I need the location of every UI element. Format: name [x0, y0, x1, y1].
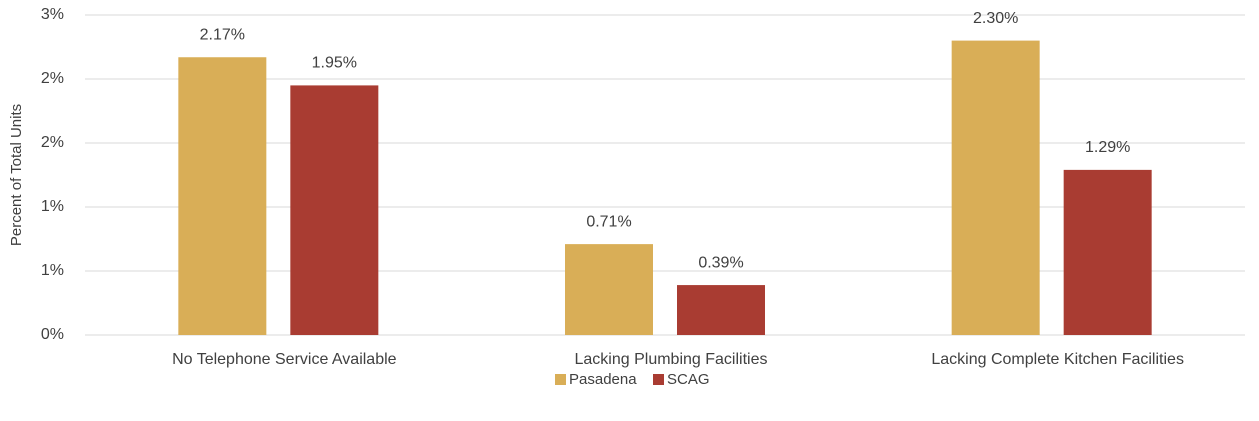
x-tick-label: Lacking Complete Kitchen Facilities: [931, 351, 1184, 368]
x-tick-label: Lacking Plumbing Facilities: [575, 351, 768, 368]
y-tick-label: 0%: [41, 326, 64, 343]
y-tick-label: 1%: [41, 262, 64, 279]
y-tick-label: 2%: [41, 134, 64, 151]
data-label: 2.30%: [973, 10, 1018, 27]
bar: [1063, 169, 1152, 335]
bar: [951, 40, 1040, 335]
data-label: 0.39%: [698, 254, 743, 271]
x-tick-label: No Telephone Service Available: [172, 351, 397, 368]
legend-swatch: [555, 374, 566, 385]
legend-swatch: [653, 374, 664, 385]
bar: [565, 244, 653, 335]
bar: [178, 57, 267, 336]
data-label: 2.17%: [200, 26, 245, 43]
y-tick-label: 3%: [41, 6, 64, 23]
data-label: 1.29%: [1085, 139, 1130, 156]
y-tick-label: 2%: [41, 70, 64, 87]
legend-label: SCAG: [667, 371, 710, 388]
y-axis-label: Percent of Total Units: [8, 104, 25, 246]
bar: [677, 285, 765, 335]
data-label: 0.71%: [586, 213, 631, 230]
data-label: 1.95%: [312, 55, 357, 72]
y-tick-label: 1%: [41, 198, 64, 215]
legend-label: Pasadena: [569, 371, 637, 388]
bar: [290, 85, 379, 336]
